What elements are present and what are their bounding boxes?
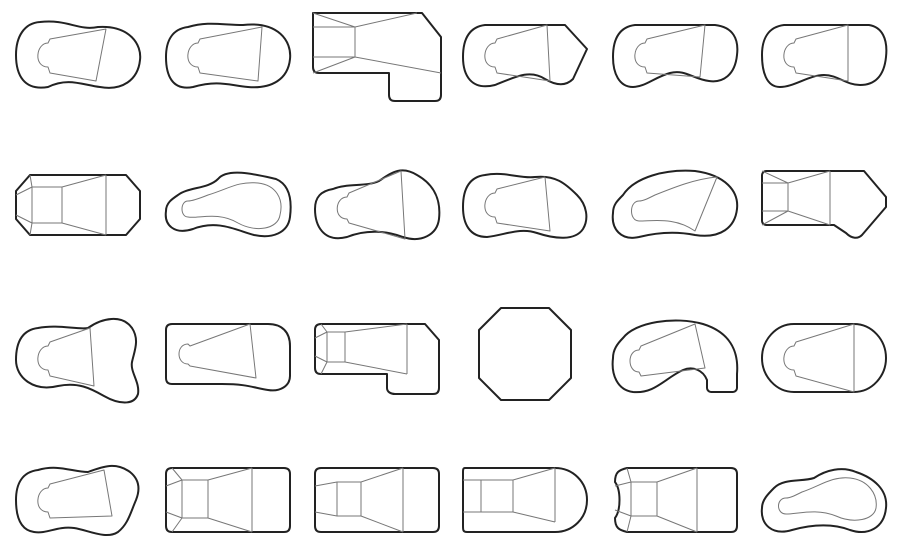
pool-shape-octagon xyxy=(478,307,572,401)
pool-shape-rounded-rect-steps xyxy=(614,467,738,533)
pool-shape-kidney-blob xyxy=(462,172,588,239)
pool-shape-figure-eight xyxy=(15,318,140,404)
pool-shape-l-shape-rect xyxy=(312,12,442,102)
pool-shape-kidney-blob xyxy=(165,22,292,89)
pool-shape-kidney-blob xyxy=(612,24,739,88)
pool-shape-kidney-blob xyxy=(15,465,140,537)
pool-shape-half-round-rect xyxy=(462,467,588,533)
pool-shape-kidney-blob xyxy=(761,24,888,88)
pool-shape-pill xyxy=(761,323,887,393)
pool-shape-pointed-kidney xyxy=(462,24,588,88)
pool-shape-hook-bean xyxy=(611,319,739,394)
pool-shape-l-shape-rect xyxy=(314,323,440,395)
pool-shape-rounded-rect-steps xyxy=(314,467,440,533)
pool-shape-clipped-rect xyxy=(15,174,141,236)
pool-shape-wavy-kidney xyxy=(164,171,292,238)
pool-shape-bulb-kidney xyxy=(314,169,441,240)
pool-shape-wavy-kidney xyxy=(760,468,888,533)
pool-shape-rounded-rect xyxy=(165,323,291,392)
pool-shape-bean xyxy=(611,169,739,239)
pool-shape-rounded-rect-steps xyxy=(165,467,291,533)
pool-shape-kidney-blob xyxy=(15,20,142,89)
pool-shape-arrow-rect xyxy=(761,170,887,239)
